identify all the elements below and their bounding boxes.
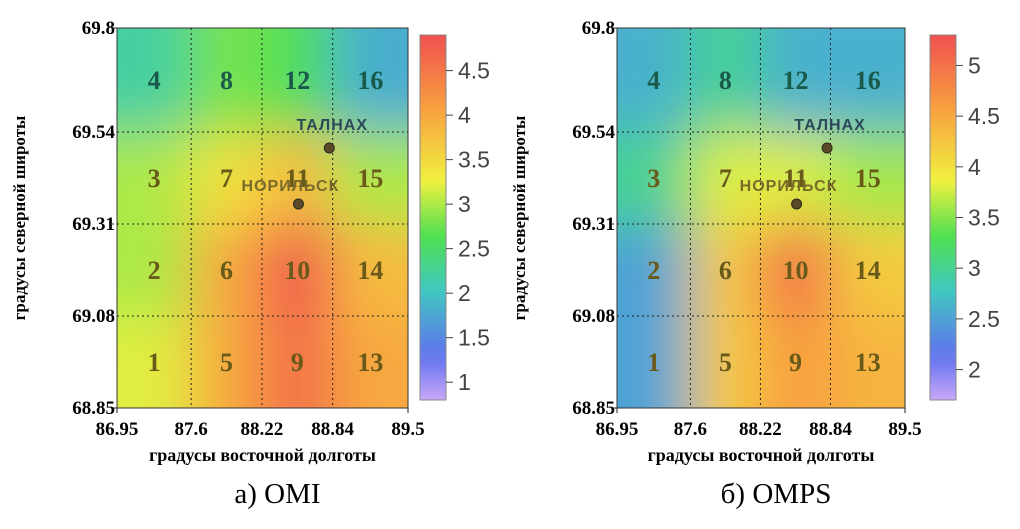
y-tick-label: 69.54	[72, 122, 115, 143]
city-marker	[293, 199, 303, 209]
heat-cell	[57, 132, 191, 224]
cell-label: 2	[647, 256, 660, 285]
colorbar	[420, 35, 446, 400]
cell-label: 7	[220, 164, 233, 193]
cell-label: 4	[647, 66, 660, 95]
x-axis-label: градусы восточной долготы	[648, 445, 875, 465]
heat-cells	[557, 0, 965, 468]
colorbar-tick-label: 3.5	[968, 205, 1000, 231]
heat-cell	[57, 224, 191, 316]
cell-label: 14	[357, 256, 383, 285]
cell-label: 16	[855, 66, 881, 95]
cell-label: 1	[647, 348, 660, 377]
cell-label: 8	[220, 66, 233, 95]
heat-cells	[57, 0, 468, 468]
city-marker	[324, 143, 334, 153]
cell-label: 4	[148, 66, 161, 95]
heat-field	[57, 0, 468, 468]
colorbar-tick-label: 4.5	[458, 58, 490, 84]
x-tick-label: 87.6	[175, 419, 208, 440]
cell-label: 5	[220, 348, 233, 377]
city-label: НОРИЛЬСК	[740, 178, 838, 195]
heat-cell	[333, 224, 468, 316]
colorbar-tick-label: 4	[458, 102, 471, 128]
city-marker	[822, 143, 832, 153]
y-axis-label: градусы северной широты	[10, 116, 29, 321]
heat-cell	[557, 0, 690, 132]
cell-label: 12	[782, 66, 808, 95]
x-tick-label: 88.22	[739, 419, 782, 440]
x-tick-label: 86.95	[596, 419, 639, 440]
cell-label: 2	[148, 256, 161, 285]
cell-label: 3	[148, 164, 161, 193]
colorbar-tick-label: 1	[458, 369, 471, 395]
x-tick-label: 88.84	[809, 419, 852, 440]
cell-label: 5	[719, 348, 732, 377]
x-axis-label: градусы восточной долготы	[149, 445, 376, 465]
colorbar-tick-label: 3	[968, 255, 981, 281]
cell-label: 13	[855, 348, 881, 377]
x-tick-label: 89.5	[391, 419, 424, 440]
city-marker	[792, 199, 802, 209]
colorbar-tick-label: 3.5	[458, 147, 490, 173]
x-tick-label: 88.22	[241, 419, 284, 440]
x-tick-label: 87.6	[674, 419, 707, 440]
heat-cell	[557, 132, 690, 224]
y-tick-label: 69.31	[72, 214, 115, 235]
y-tick-label: 69.8	[82, 18, 115, 39]
cell-label: 16	[357, 66, 383, 95]
x-tick-label: 86.95	[96, 419, 139, 440]
cell-label: 6	[220, 256, 233, 285]
y-tick-label: 69.31	[572, 214, 615, 235]
cell-label: 10	[284, 256, 310, 285]
colorbar-tick-label: 4	[968, 154, 981, 180]
y-tick-label: 68.85	[72, 398, 115, 419]
heat-cell	[333, 0, 468, 132]
cell-label: 6	[719, 256, 732, 285]
cell-label: 8	[719, 66, 732, 95]
heat-cell	[57, 0, 191, 132]
y-tick-label: 69.54	[572, 122, 615, 143]
city-label: ТАЛНАХ	[794, 117, 866, 134]
colorbar-tick-label: 3	[458, 191, 471, 217]
x-tick-label: 89.5	[888, 419, 921, 440]
heat-field	[557, 0, 965, 468]
cell-label: 15	[357, 164, 383, 193]
y-tick-label: 69.08	[572, 306, 615, 327]
heat-cell	[333, 132, 468, 224]
colorbar	[930, 35, 956, 400]
colorbar-tick-label: 2.5	[968, 306, 1000, 332]
panel-caption: а) OMI	[234, 478, 320, 510]
city-label: ТАЛНАХ	[296, 117, 368, 134]
cell-label: 12	[284, 66, 310, 95]
figure: 86.9587.688.2288.8489.568.8569.0869.3169…	[0, 0, 1020, 529]
city-label: НОРИЛЬСК	[242, 178, 340, 195]
colorbar-tick-label: 2	[458, 280, 471, 306]
colorbar-tick-label: 5	[968, 52, 981, 78]
colorbar-tick-label: 4.5	[968, 103, 1000, 129]
panel-caption: б) OMPS	[721, 478, 832, 510]
cell-label: 3	[647, 164, 660, 193]
y-tick-label: 68.85	[572, 398, 615, 419]
y-axis-label: градусы северной широты	[510, 116, 529, 321]
cell-label: 1	[148, 348, 161, 377]
cell-label: 9	[789, 348, 802, 377]
y-tick-label: 69.08	[72, 306, 115, 327]
colorbar-tick-label: 1.5	[458, 325, 490, 351]
x-tick-label: 88.84	[311, 419, 354, 440]
heat-cell	[557, 224, 690, 316]
colorbar-tick-label: 2	[968, 357, 981, 383]
colorbar-tick-label: 2.5	[458, 236, 490, 262]
cell-label: 14	[855, 256, 881, 285]
cell-label: 7	[719, 164, 732, 193]
cell-label: 10	[782, 256, 808, 285]
cell-label: 9	[291, 348, 304, 377]
cell-label: 13	[357, 348, 383, 377]
cell-label: 15	[855, 164, 881, 193]
y-tick-label: 69.8	[582, 18, 615, 39]
